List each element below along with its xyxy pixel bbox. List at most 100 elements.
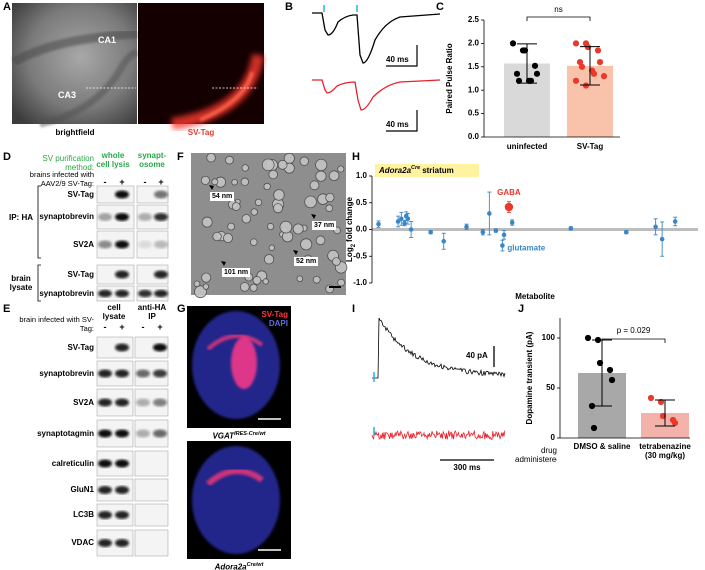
blot-band (136, 398, 150, 407)
blot-band (115, 190, 129, 199)
data-point (500, 243, 505, 248)
blot (134, 503, 169, 527)
blot-band (115, 343, 129, 352)
vesicle (309, 180, 320, 191)
significance-label: p = 0.029 (617, 326, 651, 335)
data-point (606, 366, 614, 374)
panel-label: F (177, 151, 184, 163)
data-point (441, 238, 447, 244)
group-label: anti-HA IP (137, 303, 167, 321)
channel-label: SV-Tag (261, 310, 288, 319)
vesicle (268, 169, 278, 180)
row-label: calreticulin (51, 458, 94, 468)
blot-band (115, 539, 129, 547)
y-tick-label: 100 (542, 333, 556, 342)
x-tick-label-box: tetrabenazine (30 mg/kg) (639, 443, 691, 460)
trace (312, 79, 441, 111)
vesicle (202, 283, 210, 290)
data-point (572, 40, 580, 47)
blot-band (98, 398, 112, 407)
scale-bar (386, 45, 418, 67)
data-point (428, 229, 433, 235)
group-label: IP: HA (9, 213, 33, 222)
scale-label: 40 ms (386, 55, 409, 64)
size-label: 101 nm (222, 268, 251, 277)
significance-bracket (601, 338, 666, 343)
data-point (600, 73, 608, 80)
data-point (376, 221, 381, 227)
blot-band (153, 343, 167, 352)
hippocampus-band (39, 48, 139, 128)
blot (134, 336, 169, 359)
image-caption: SV-Tag (187, 128, 215, 137)
arrowhead (311, 214, 316, 219)
y-label-rest: fold change (345, 196, 354, 241)
vesicle (315, 235, 326, 246)
data-point (501, 232, 507, 238)
vesicle (231, 202, 241, 211)
infection-label: brain infected with SV-Tag: (19, 315, 94, 333)
vesicle (250, 238, 258, 246)
blot-band (153, 429, 167, 438)
vesicle (240, 177, 250, 187)
blot-band (153, 398, 167, 407)
y-tick-label: -1.0 (353, 278, 367, 287)
scale-label: 40 ms (386, 120, 409, 129)
vesicle (337, 278, 345, 287)
vesicle (211, 178, 219, 186)
data-point (487, 211, 492, 216)
blot-band (115, 240, 129, 249)
arrowhead (221, 261, 226, 266)
image-caption: brightfield (55, 128, 95, 137)
x-tick-label-box: DMSO & saline (573, 443, 631, 451)
gene: VGAT (212, 431, 235, 441)
vesicle (263, 182, 271, 191)
blot-band (115, 270, 129, 279)
method: whole cell lysis (96, 151, 130, 169)
blot-band (154, 289, 168, 298)
panel-label: E (3, 303, 11, 315)
trace (372, 317, 506, 379)
panel-label: A (3, 1, 11, 13)
group-bracket (37, 264, 41, 302)
lane-label: - (143, 177, 147, 187)
x-tick-label: tetrabenazine (30 mg/kg) (639, 443, 691, 460)
blot-band (115, 398, 129, 407)
vesicle (263, 254, 275, 265)
panel-label: G (177, 303, 186, 315)
vesicle (299, 156, 309, 166)
size-label: 54 nm (210, 192, 235, 201)
data-point (653, 224, 658, 230)
vesicle (268, 244, 275, 251)
vesicle (332, 257, 341, 266)
region-label: CA3 (58, 90, 77, 100)
data-point (509, 40, 517, 47)
vesicle (300, 238, 313, 251)
y-tick-label: 2.5 (468, 15, 480, 24)
gene: Adora2a (214, 562, 247, 570)
hippocampus-signal (206, 467, 264, 487)
group-label: cell lysate (102, 303, 126, 321)
fluorescence-image (138, 3, 264, 124)
x-tick-label: uninfected (506, 143, 548, 151)
y-tick-label: 1.0 (356, 171, 368, 180)
striatum-signal (231, 337, 257, 389)
vesicle (254, 198, 263, 207)
blot-band (115, 289, 129, 298)
blot-band (153, 369, 167, 378)
vesicle (239, 282, 250, 292)
data-point (578, 63, 586, 70)
data-point (513, 70, 521, 77)
blot-band (136, 429, 150, 438)
y-tick-label: 0.5 (356, 198, 368, 207)
y-axis-label: Paired Pulse Ratio (445, 43, 454, 113)
chart-title: Adora2aCre striatum (378, 165, 454, 175)
x-tick-label-box: SV-Tag (577, 143, 604, 151)
blot-band (98, 289, 112, 298)
y-tick-label: 1.5 (468, 62, 480, 71)
y-tick-label: -0.5 (353, 251, 367, 260)
blot (134, 450, 169, 477)
lane-label: + (119, 322, 125, 332)
x-tick-label: DMSO & saline (573, 443, 631, 451)
